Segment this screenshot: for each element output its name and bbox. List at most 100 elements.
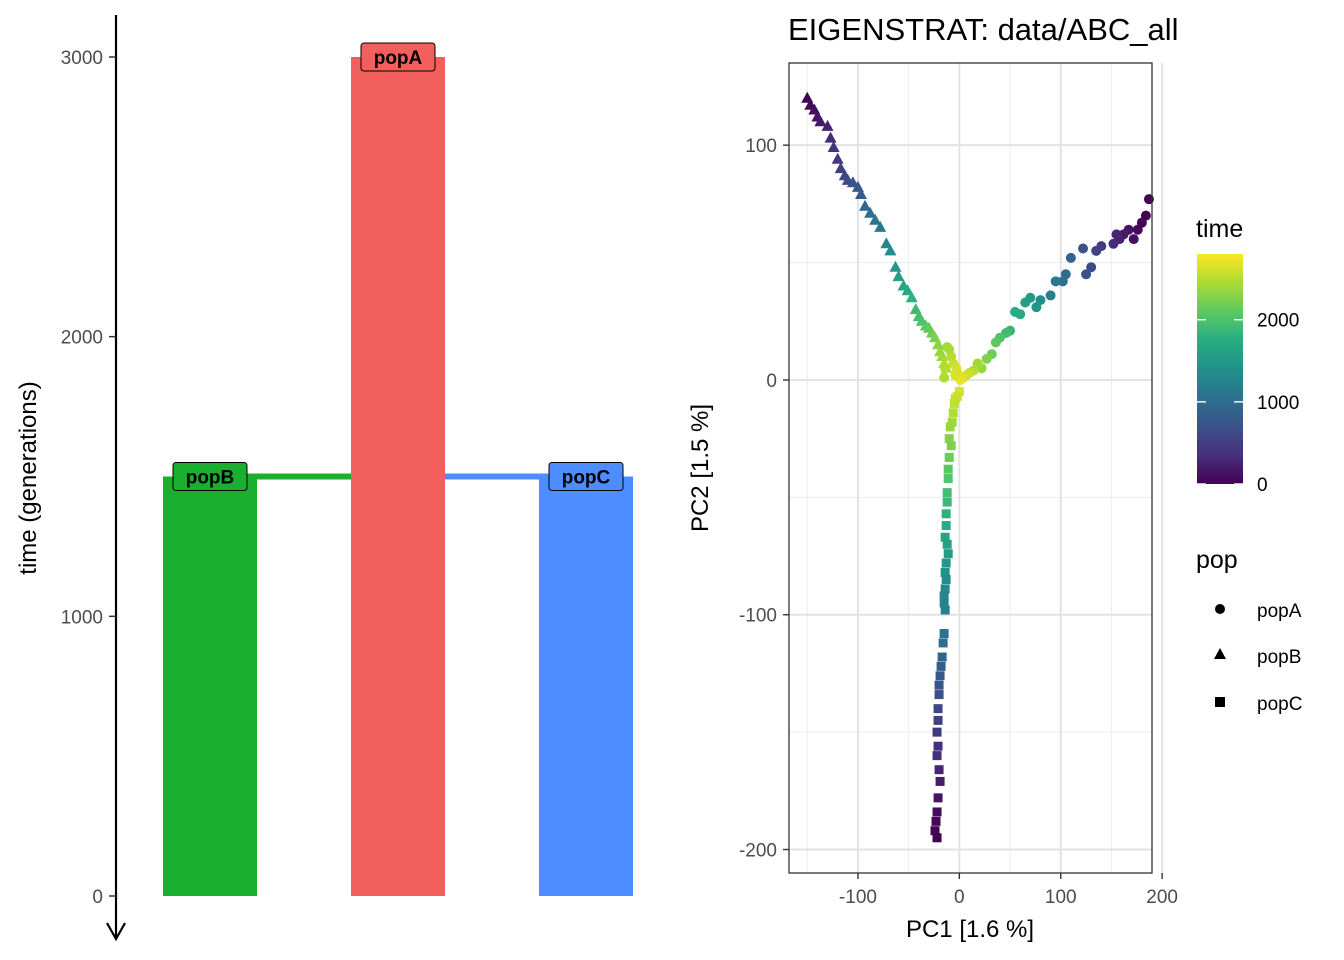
pca-point-popC	[938, 638, 948, 648]
pca-point-popB	[846, 176, 859, 188]
pop-legend-label-popA: popA	[1257, 601, 1302, 622]
pca-point-popC	[954, 387, 964, 397]
pca-point-popC	[937, 652, 947, 662]
pca-plot-title: EIGENSTRAT: data/ABC_all	[788, 12, 1179, 47]
pop-legend-label-popC: popC	[1257, 694, 1302, 715]
pca-point-popC	[939, 629, 949, 639]
pca-point-popC	[940, 584, 950, 594]
pca-point-popC	[941, 521, 951, 531]
pop-legend-label-popB: popB	[1257, 647, 1301, 668]
pca-point-popB	[901, 284, 914, 296]
pca-point-popC	[943, 474, 953, 484]
pop-legend-square-icon	[1215, 697, 1225, 707]
tree-y-axis-arrow	[106, 922, 126, 942]
pca-point-popC	[931, 816, 941, 826]
tree-y-tick-label: 1000	[61, 607, 103, 628]
pca-point-popB	[864, 206, 877, 218]
pca-x-tick-label: 0	[954, 887, 965, 908]
time-legend: time 0 1000 2000	[1196, 215, 1299, 496]
pca-point-popC	[932, 751, 942, 761]
pca-point-popB	[814, 115, 827, 127]
pca-point-popC	[939, 598, 949, 608]
pca-point-popA	[1091, 245, 1102, 256]
pca-point-popB	[869, 213, 882, 225]
pca-x-tick-label: 100	[1045, 887, 1077, 908]
pca-point-popC	[932, 807, 942, 817]
pca-point-popC	[934, 765, 944, 775]
pca-point-popB	[827, 141, 840, 153]
pca-point-popC	[932, 727, 942, 737]
pop-legend: pop popA popB popC	[1196, 546, 1302, 715]
pca-point-popA	[1111, 229, 1122, 240]
pca-point-popC	[942, 497, 952, 507]
pca-point-popC	[941, 558, 951, 568]
pca-point-popA	[990, 337, 1001, 348]
pca-point-popB	[824, 131, 837, 143]
pca-point-popA	[942, 342, 953, 353]
pca-y-tick-label: -100	[739, 606, 777, 627]
pca-points-layer	[801, 91, 1154, 843]
bar-label-text-popC: popC	[562, 468, 611, 489]
pca-point-popC	[941, 575, 951, 585]
pca-point-popC	[933, 793, 943, 803]
pca-x-tick-label: 200	[1146, 887, 1178, 908]
pca-point-popC	[945, 422, 955, 432]
pca-point-popC	[949, 398, 959, 408]
pca-x-axis-title: PC1 [1.6 %]	[906, 916, 1034, 943]
pca-point-popA	[1045, 290, 1056, 301]
pca-point-popC	[943, 464, 953, 474]
pca-point-popB	[821, 119, 834, 131]
pca-point-popB	[889, 260, 902, 272]
pca-point-popB	[874, 220, 887, 232]
pca-point-popB	[854, 187, 867, 199]
pca-point-popC	[939, 591, 949, 601]
pca-point-popB	[932, 338, 945, 350]
bar-label-text-popA: popA	[374, 48, 423, 69]
pca-y-tick-label: -200	[739, 841, 777, 862]
pca-point-popC	[932, 833, 942, 843]
pca-point-popA	[1081, 269, 1092, 280]
pca-point-popC	[947, 417, 957, 427]
tree-bars-layer	[163, 57, 633, 896]
colorbar-tick-label: 0	[1257, 475, 1268, 496]
pca-point-popA	[981, 353, 992, 364]
time-colorbar-ticks: 0 1000 2000	[1197, 311, 1299, 496]
pca-point-popB	[905, 291, 918, 303]
time-legend-title: time	[1196, 215, 1243, 243]
pca-point-popB	[859, 199, 872, 211]
pca-point-popA	[1128, 234, 1139, 245]
bar-popA	[351, 57, 445, 896]
pca-point-popC	[950, 394, 960, 404]
pca-point-popB	[880, 237, 893, 249]
bar-popC	[539, 476, 633, 896]
bar-label-text-popB: popB	[186, 468, 235, 489]
pca-point-popB	[892, 270, 905, 282]
pca-point-popA	[1086, 262, 1097, 273]
pca-point-popC	[941, 509, 951, 519]
pca-point-popB	[831, 152, 844, 164]
pca-point-popC	[946, 441, 956, 451]
pca-point-popC	[936, 661, 946, 671]
pca-point-popA	[1132, 224, 1143, 235]
pca-point-popC	[935, 776, 945, 786]
pca-point-popC	[935, 671, 945, 681]
pca-point-popA	[1065, 252, 1076, 263]
bar-label-popB: popB	[172, 462, 248, 491]
pca-point-popA	[1031, 302, 1042, 313]
pca-point-popC	[948, 408, 958, 418]
bar-label-box-popC	[548, 462, 624, 491]
pca-axes-ticks: -100 0 100 200 -200 -100 0 100	[739, 136, 1178, 908]
pca-point-popA	[1078, 243, 1089, 254]
pop-legend-title: pop	[1196, 546, 1238, 574]
pca-point-popA	[951, 363, 962, 374]
tree-y-tick-label: 3000	[61, 48, 103, 69]
time-colorbar	[1197, 254, 1243, 484]
pca-point-popC	[933, 704, 943, 714]
pca-point-popB	[834, 162, 847, 174]
pca-point-popC	[942, 488, 952, 498]
pca-y-tick-label: 0	[766, 371, 777, 392]
pca-panel-border	[788, 62, 1153, 874]
tree-y-tick-label: 2000	[61, 328, 103, 349]
pca-point-popA	[1050, 276, 1061, 287]
